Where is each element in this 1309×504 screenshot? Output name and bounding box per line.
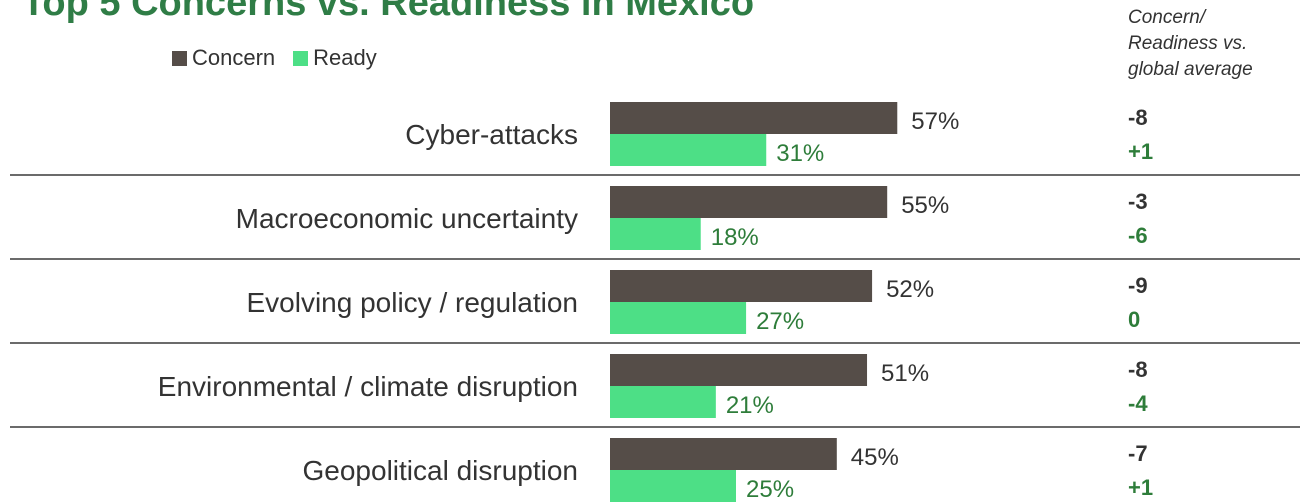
- concern-value-label: 52%: [886, 276, 934, 303]
- ready-vs-global-value: +1: [1128, 139, 1153, 164]
- ready-bar: [610, 134, 767, 166]
- ready-value-label: 18%: [711, 224, 759, 251]
- concern-value-label: 55%: [901, 192, 949, 219]
- concern-vs-global-value: -3: [1128, 189, 1148, 214]
- vs-global-average-header: Concern/ Readiness vs. global average: [1128, 5, 1303, 83]
- side-header-line-3: global average: [1128, 59, 1253, 80]
- ready-vs-global-value: -4: [1128, 391, 1148, 416]
- category-label: Geopolitical disruption: [303, 455, 579, 486]
- ready-vs-global-value: -6: [1128, 223, 1148, 248]
- concern-bar: [610, 354, 868, 386]
- category-label: Cyber-attacks: [405, 119, 578, 150]
- category-label: Macroeconomic uncertainty: [236, 203, 578, 234]
- ready-bar: [610, 218, 701, 250]
- category-label: Environmental / climate disruption: [158, 371, 578, 402]
- ready-value-label: 27%: [756, 308, 804, 335]
- concern-vs-global-value: -8: [1128, 105, 1148, 130]
- concern-bar: [610, 102, 898, 134]
- concern-bar: [610, 186, 888, 218]
- legend: Concern Ready: [172, 45, 395, 71]
- ready-vs-global-value: +1: [1128, 475, 1153, 500]
- legend-swatch-ready: [293, 50, 309, 66]
- legend-swatch-concern: [172, 50, 187, 66]
- ready-value-label: 25%: [746, 476, 794, 503]
- side-header-line-1: Concern/: [1128, 7, 1206, 28]
- legend-label-ready: Ready: [313, 45, 377, 70]
- concern-value-label: 51%: [881, 360, 929, 387]
- ready-bar: [610, 470, 736, 502]
- concern-value-label: 57%: [911, 108, 959, 135]
- ready-value-label: 21%: [726, 392, 774, 419]
- ready-value-label: 31%: [776, 140, 824, 167]
- concern-bar: [610, 438, 837, 470]
- category-label: Evolving policy / regulation: [246, 287, 578, 318]
- chart-title: Top 5 Concerns vs. Readiness in Mexico: [22, 0, 755, 24]
- concern-value-label: 45%: [851, 444, 899, 471]
- ready-bar: [610, 302, 747, 334]
- legend-item-ready: Ready: [293, 45, 377, 71]
- legend-label-concern: Concern: [192, 45, 276, 70]
- concern-vs-global-value: -8: [1128, 357, 1148, 382]
- side-header-line-2: Readiness vs.: [1128, 33, 1248, 54]
- ready-bar: [610, 386, 716, 418]
- ready-vs-global-value: 0: [1128, 307, 1140, 332]
- concern-vs-global-value: -9: [1128, 273, 1148, 298]
- legend-item-concern: Concern: [172, 45, 275, 71]
- concern-bar: [610, 270, 873, 302]
- concern-vs-global-value: -7: [1128, 441, 1148, 466]
